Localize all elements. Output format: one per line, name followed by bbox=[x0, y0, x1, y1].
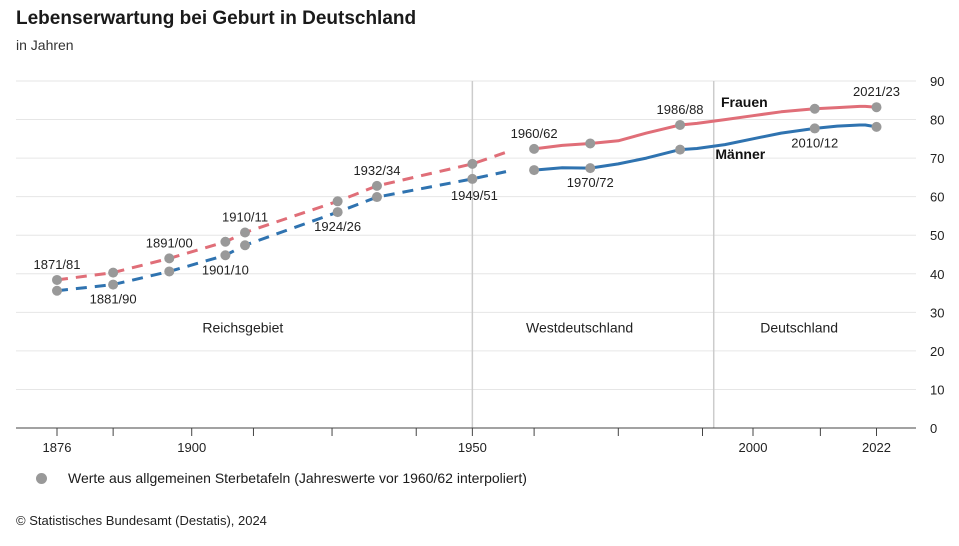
period-label: 1871/81 bbox=[34, 257, 81, 272]
data-point-maenner bbox=[467, 173, 478, 184]
data-point-maenner bbox=[371, 192, 382, 203]
data-point-maenner bbox=[529, 165, 540, 176]
y-tick-label: 80 bbox=[930, 113, 944, 128]
series-line-dashed-frauen bbox=[56, 150, 507, 282]
region-label: Westdeutschland bbox=[526, 320, 633, 336]
data-point-maenner bbox=[220, 250, 231, 261]
series-label: Männer bbox=[715, 146, 765, 162]
data-point-frauen bbox=[371, 180, 382, 191]
data-point-frauen bbox=[108, 267, 119, 278]
period-label: 1932/34 bbox=[353, 163, 400, 178]
y-tick-label: 0 bbox=[930, 421, 937, 436]
data-point-maenner bbox=[675, 144, 686, 155]
period-label: 2010/12 bbox=[791, 135, 838, 150]
period-label: 1949/51 bbox=[451, 188, 498, 203]
series-line-dashed-maenner bbox=[56, 170, 507, 293]
data-point-frauen bbox=[332, 196, 343, 207]
series-label: Frauen bbox=[721, 94, 768, 110]
y-tick-label: 40 bbox=[930, 267, 944, 282]
data-point-frauen bbox=[164, 253, 175, 264]
data-point-maenner bbox=[108, 279, 119, 290]
data-point-maenner bbox=[871, 121, 882, 132]
y-tick-label: 30 bbox=[930, 305, 944, 320]
data-point-maenner bbox=[52, 285, 62, 296]
series-line-frauen bbox=[533, 104, 877, 151]
period-label: 1960/62 bbox=[511, 126, 558, 141]
period-label: 1924/26 bbox=[314, 219, 361, 234]
y-tick-label: 70 bbox=[930, 151, 944, 166]
chart-title: Lebenserwartung bei Geburt in Deutschlan… bbox=[16, 8, 417, 29]
data-point-frauen bbox=[240, 227, 251, 238]
period-label: 1891/00 bbox=[146, 235, 193, 250]
data-point-frauen bbox=[52, 274, 62, 285]
x-tick-label: 1876 bbox=[43, 440, 72, 455]
x-tick-label: 2000 bbox=[739, 440, 768, 455]
legend-label: Werte aus allgemeinen Sterbetafeln (Jahr… bbox=[68, 470, 527, 486]
data-point-maenner bbox=[332, 207, 343, 218]
x-tick-label: 2022 bbox=[862, 440, 891, 455]
chart-subtitle: in Jahren bbox=[16, 37, 74, 53]
legend-marker-icon bbox=[36, 472, 47, 484]
data-point-frauen bbox=[529, 143, 540, 154]
data-point-frauen bbox=[675, 119, 686, 130]
source-note: © Statistisches Bundesamt (Destatis), 20… bbox=[16, 513, 267, 528]
series-line-maenner bbox=[533, 123, 877, 172]
region-label: Reichsgebiet bbox=[202, 320, 283, 336]
y-tick-label: 60 bbox=[930, 190, 944, 205]
y-tick-label: 50 bbox=[930, 228, 944, 243]
period-label: 1901/10 bbox=[202, 262, 249, 277]
region-label: Deutschland bbox=[760, 320, 838, 336]
y-tick-label: 90 bbox=[930, 74, 944, 89]
data-point-frauen bbox=[467, 158, 478, 169]
x-tick-label: 1950 bbox=[458, 440, 487, 455]
period-label: 1881/90 bbox=[90, 292, 137, 307]
chart-legend: Werte aus allgemeinen Sterbetafeln (Jahr… bbox=[36, 470, 527, 486]
x-tick-label: 1900 bbox=[177, 440, 206, 455]
data-point-frauen bbox=[871, 102, 882, 113]
data-point-frauen bbox=[809, 103, 820, 114]
period-label: 1986/88 bbox=[657, 102, 704, 117]
data-point-maenner bbox=[164, 266, 175, 277]
data-point-maenner bbox=[585, 163, 596, 174]
data-point-frauen bbox=[585, 138, 596, 149]
y-tick-label: 10 bbox=[930, 382, 944, 397]
data-point-maenner bbox=[240, 240, 251, 251]
period-label: 1910/11 bbox=[222, 210, 268, 225]
data-point-frauen bbox=[220, 236, 231, 247]
data-point-maenner bbox=[809, 123, 820, 134]
period-label: 2021/23 bbox=[853, 84, 900, 99]
y-tick-label: 20 bbox=[930, 344, 944, 359]
period-label: 1970/72 bbox=[567, 175, 614, 190]
